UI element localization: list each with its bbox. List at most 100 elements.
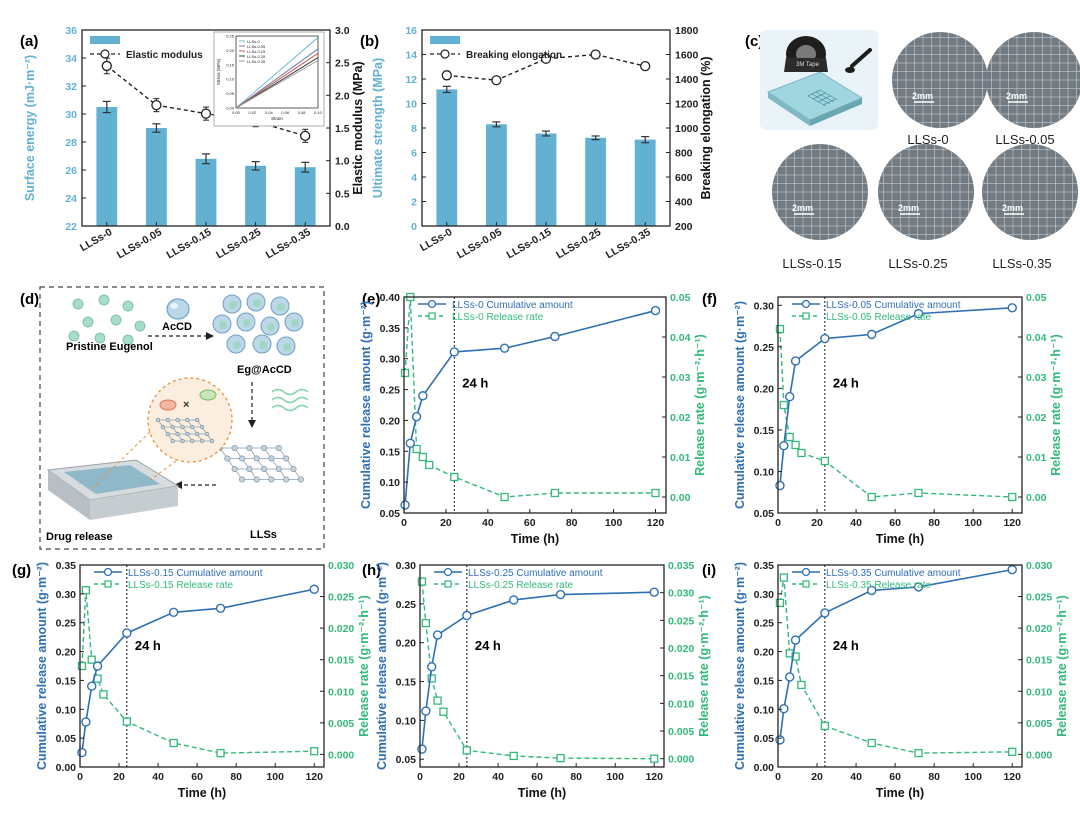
inset-xtick-label: 0.08 — [298, 110, 307, 115]
rate-point-3 — [779, 400, 789, 410]
legend-cum-label: LLSs-0.35 Cumulative amount — [826, 568, 961, 579]
inset-legend-label: LLSs-0.25 — [247, 54, 266, 59]
xtick-label: 20 — [811, 517, 823, 529]
xtick-label: 20 — [811, 771, 823, 783]
inset-xtick-label: 0.00 — [232, 110, 241, 115]
y2tick-label: 0.005 — [328, 718, 354, 730]
cum-point-24 — [820, 333, 830, 344]
photo-LLSs-0.05: 2mm — [986, 32, 1080, 128]
complex-core — [291, 319, 299, 327]
y2tick-label: 0.005 — [668, 726, 694, 738]
cum-point-120 — [1007, 564, 1017, 575]
cum-point-9 — [432, 630, 443, 640]
xtick-label: 0 — [77, 771, 83, 783]
legend-cum-marker — [103, 567, 113, 577]
rate-point-12 — [797, 448, 806, 458]
rate-point-120 — [310, 747, 319, 756]
y-axis-title: Cumulative release amount (g·m⁻²) — [733, 301, 747, 509]
eugenol-molecule — [122, 300, 134, 312]
eugenol-molecule — [98, 294, 110, 306]
annotation-24h: 24 h — [135, 638, 161, 653]
y2-axis-title: Elastic modulus (MPa) — [351, 61, 365, 194]
rate-point-72 — [914, 488, 923, 498]
complex-core — [253, 299, 261, 307]
annotation-24h: 24 h — [833, 376, 859, 391]
y2tick-label: 0.030 — [1026, 560, 1052, 572]
point-LLSs-0.15 — [540, 53, 552, 64]
legend-bar-label: Ultimate strength — [466, 36, 548, 47]
legend-rate-label: LLSs-0.25 Release rate — [468, 580, 574, 591]
brush-icon — [845, 48, 872, 73]
inset-line-LLSs-0 — [235, 37, 319, 109]
rate-point-24 — [462, 746, 471, 755]
ytick-label: 28 — [65, 137, 77, 149]
rate-point-6 — [427, 674, 436, 683]
drug-release-label: Drug release — [46, 531, 113, 543]
legend-bar-label: Surface energy — [126, 36, 199, 47]
cum-point-6 — [785, 672, 795, 682]
chart-e: 24 h 0 20 40 60 80 100 120 0.05 0.10 0.15 0.20 0.25 0… — [359, 292, 707, 546]
cum-point-3 — [779, 441, 789, 451]
x-axis-title: Time (h) — [876, 532, 924, 546]
photo-caption: LLSs-0.05 — [995, 132, 1054, 147]
ytick-label: 0.20 — [380, 415, 401, 427]
network-node — [199, 424, 205, 430]
rate-point-24 — [820, 456, 829, 466]
rate-point-1 — [417, 577, 427, 586]
plot-frame — [79, 564, 325, 768]
category-label: LLSs-0 — [78, 226, 114, 254]
ytick-label: 34 — [65, 53, 77, 65]
schematic-frame — [39, 286, 325, 550]
category-label: LLSs-0.05 — [455, 226, 504, 261]
y2tick-label: 0.030 — [328, 560, 354, 572]
y2-axis-title: Breaking elongation (%) — [699, 56, 713, 199]
cum-point-72 — [555, 589, 566, 600]
bar-LLSs-0.05 — [485, 124, 507, 226]
point-LLSs-0.05 — [491, 75, 502, 86]
inset-y-title: Stress (MPa) — [216, 58, 221, 85]
tape-label: 3M Tape — [796, 62, 820, 68]
legend-cum-label: LLSs-0 Cumulative amount — [452, 300, 573, 311]
cum-point-1 — [417, 744, 427, 754]
point-LLSs-0 — [101, 60, 112, 72]
photo-LLSs-0.25: 2mm — [878, 144, 974, 240]
xtick-label: 100 — [266, 771, 284, 783]
ytick-label: 0.10 — [396, 715, 417, 727]
plot-frame — [777, 564, 1023, 768]
line-LLSs-0.05 Cumulative amount — [779, 307, 1013, 486]
network-node — [246, 444, 253, 452]
line-LLSs-0.05 Release rate — [779, 328, 1013, 498]
y2tick-label: 0.020 — [328, 623, 354, 635]
cum-point-72 — [913, 308, 924, 319]
legend-line-label: Breaking elongation — [466, 50, 562, 61]
cum-point-3 — [405, 438, 415, 448]
network-node — [199, 438, 205, 444]
chart-g: 24 h 0 20 40 60 80 100 120 0.00 0.05 0.10 0.15 0.20 0… — [35, 560, 371, 800]
photo-LLSs-0: 2mm — [892, 32, 988, 128]
network-node — [155, 417, 161, 423]
ytick-label: 0.30 — [380, 354, 401, 366]
y2tick-label: 0.020 — [1026, 623, 1052, 635]
ytick-label: 0.20 — [754, 647, 775, 659]
bar-LLSs-0.15 — [535, 133, 557, 226]
rate-point-1 — [77, 661, 87, 671]
arrow-to-release-head — [174, 481, 182, 489]
cum-point-48 — [508, 595, 519, 605]
xtick-label: 40 — [850, 517, 862, 529]
xtick-label: 40 — [492, 771, 504, 783]
complex-core — [277, 303, 285, 311]
rate-point-6 — [87, 655, 96, 664]
point-LLSs-0.35 — [640, 60, 651, 72]
rate-point-72 — [550, 488, 560, 498]
xtick-label: 80 — [928, 517, 940, 529]
legend-rate-marker — [104, 580, 112, 588]
rate-point-48 — [169, 738, 178, 748]
photo-caption: LLSs-0.25 — [888, 256, 947, 271]
llss-network — [216, 444, 304, 483]
y2tick-label: 600 — [675, 172, 693, 184]
ytick-label: 0.15 — [56, 675, 77, 687]
bubble-network — [155, 417, 215, 444]
network-node — [246, 465, 253, 473]
line-Breaking elongation — [446, 53, 646, 81]
inset-xtick-label: 0.10 — [314, 110, 323, 115]
